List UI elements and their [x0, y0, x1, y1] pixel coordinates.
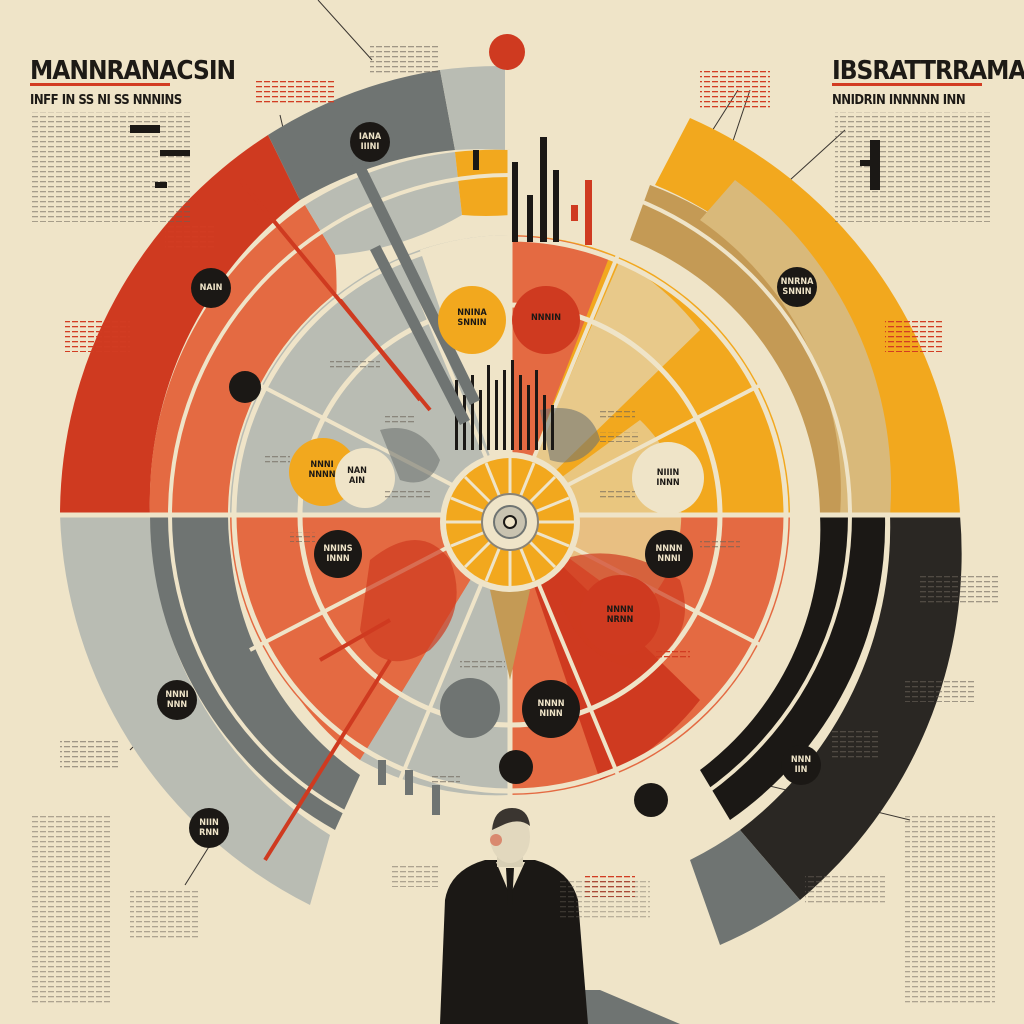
badge: NNRNA SNNIN	[777, 267, 817, 307]
badge: NNNI NNN	[157, 680, 197, 720]
red-spikes	[238, 178, 432, 862]
disc-label: NNNI NNNN	[308, 460, 336, 480]
left-header-rule	[30, 83, 170, 86]
left-header-subtitle: INFF IN SS NI SS NNNINS	[30, 93, 182, 108]
man-illustration	[440, 808, 680, 1024]
left-header-title: MANNRANACSIN	[30, 56, 236, 86]
badge: NIIN RNN	[189, 808, 229, 848]
right-header-subtitle: NNIDRIN INNNNN INN	[832, 93, 966, 108]
disc-label: NIIIN INNN	[656, 468, 680, 488]
top-bar-chart	[473, 137, 592, 245]
black-dots	[229, 371, 668, 817]
label-discs	[289, 34, 704, 738]
disc-label: NNINA SNNIN	[457, 308, 487, 328]
badge: NAIN	[191, 268, 231, 308]
right-header-rule	[832, 83, 982, 86]
disc-label: NNNIN	[530, 313, 562, 323]
badge: NNNN NNNI	[645, 530, 693, 578]
right-header-title: IBSRATTRRAMAN	[832, 56, 1024, 86]
disc-label: NAN AIN	[347, 466, 367, 486]
badge: NNINS INNN	[314, 530, 362, 578]
badge: NNNN NINN	[522, 680, 580, 738]
central-hub	[440, 452, 580, 680]
badge: NNN IIN	[781, 745, 821, 785]
disc-label: NNNN NRNN	[606, 605, 634, 625]
badge: IANA IIINI	[350, 122, 390, 162]
